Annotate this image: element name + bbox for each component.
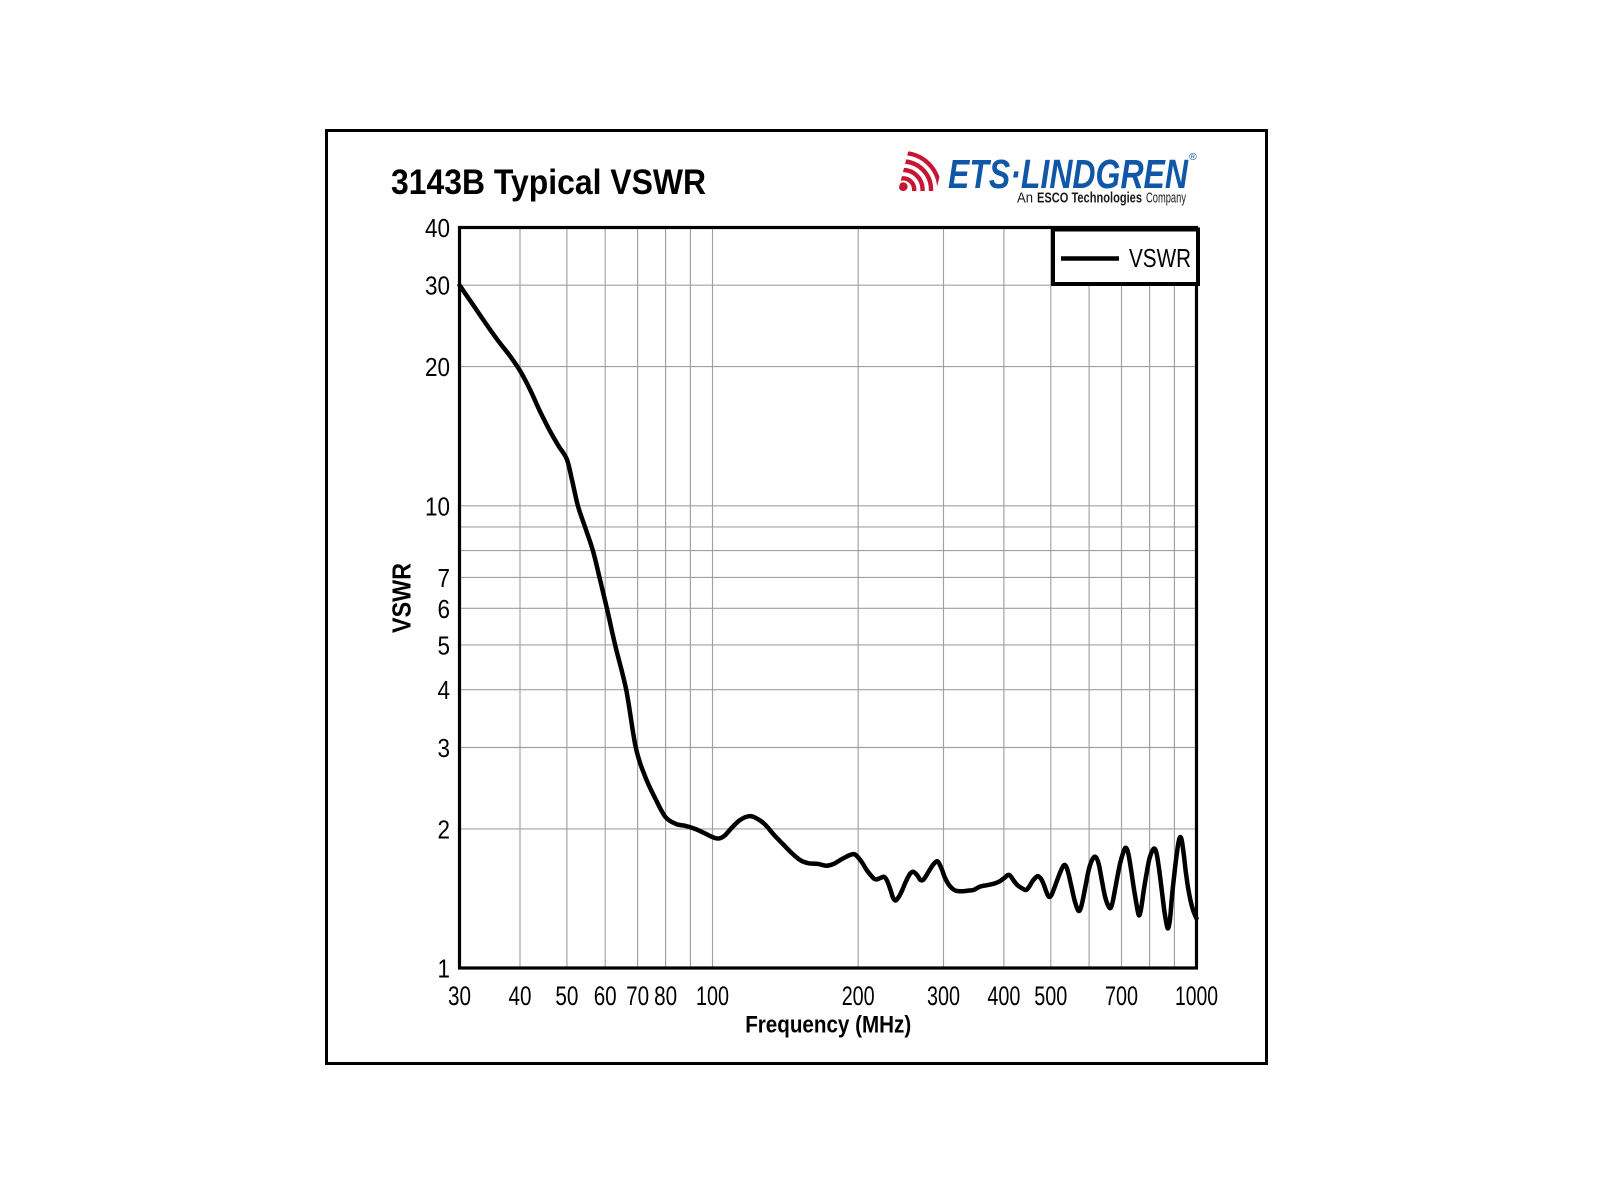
svg-text:80: 80 [654,981,677,1011]
svg-text:1000: 1000 [1175,981,1218,1011]
svg-text:7: 7 [438,563,451,593]
svg-text:60: 60 [594,981,617,1011]
svg-text:3143B Typical VSWR: 3143B Typical VSWR [391,163,706,202]
svg-text:200: 200 [842,981,875,1011]
svg-text:700: 700 [1105,981,1138,1011]
svg-text:50: 50 [555,981,578,1011]
svg-text:40: 40 [425,213,450,243]
svg-text:20: 20 [425,352,450,382]
svg-text:500: 500 [1034,981,1067,1011]
svg-text:Company: Company [1146,191,1186,207]
svg-text:100: 100 [696,981,729,1011]
svg-text:4: 4 [438,675,451,705]
svg-text:70: 70 [626,981,649,1011]
svg-text:30: 30 [448,981,471,1011]
svg-text:Frequency (MHz): Frequency (MHz) [745,1011,911,1038]
svg-text:VSWR: VSWR [1129,243,1191,273]
svg-text:An: An [1017,191,1033,207]
svg-text:2: 2 [438,814,451,844]
svg-text:40: 40 [509,981,532,1011]
svg-text:400: 400 [987,981,1020,1011]
svg-text:ESCO Technologies: ESCO Technologies [1037,191,1142,207]
svg-text:300: 300 [927,981,960,1011]
svg-text:3: 3 [438,733,451,763]
svg-text:1: 1 [438,954,451,984]
svg-text:VSWR: VSWR [387,563,417,633]
svg-text:10: 10 [425,491,450,521]
svg-text:®: ® [1189,151,1197,163]
svg-text:30: 30 [425,271,450,301]
svg-text:ETS·LINDGREN: ETS·LINDGREN [948,151,1189,197]
svg-text:5: 5 [438,630,451,660]
svg-text:6: 6 [438,594,451,624]
